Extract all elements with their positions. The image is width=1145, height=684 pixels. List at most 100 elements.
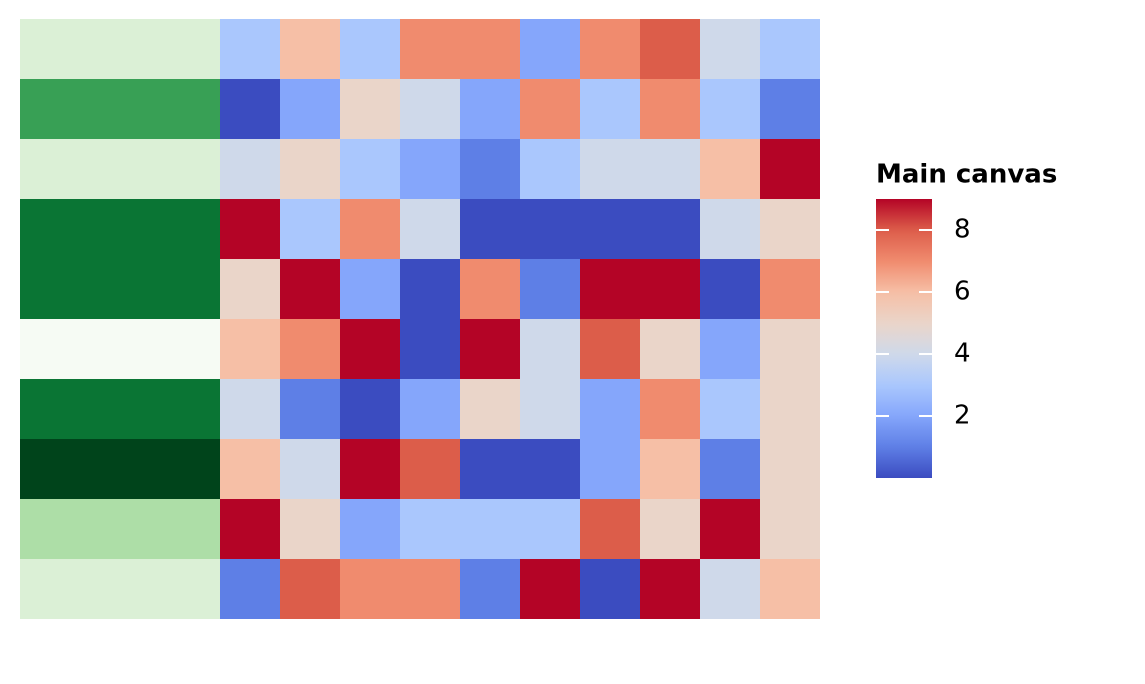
annotation-cell <box>20 79 220 139</box>
heatmap-cell <box>460 319 520 379</box>
heatmap-cell <box>640 559 700 619</box>
annotation-cell <box>20 259 220 319</box>
heatmap-cell <box>520 559 580 619</box>
colorbar-tick-label: 8 <box>954 215 971 245</box>
heatmap-cell <box>760 19 820 79</box>
heatmap-cell <box>340 319 400 379</box>
heatmap-cell <box>520 319 580 379</box>
heatmap-cell <box>400 259 460 319</box>
colorbar-tick-label: 6 <box>954 277 971 307</box>
heatmap-cell <box>340 79 400 139</box>
heatmap-cell <box>280 139 340 199</box>
heatmap-cell <box>700 559 760 619</box>
heatmap-cell <box>220 379 280 439</box>
heatmap-cell <box>400 319 460 379</box>
heatmap-cell <box>520 439 580 499</box>
heatmap-cell <box>280 379 340 439</box>
heatmap-cell <box>640 259 700 319</box>
heatmap-cell <box>700 79 760 139</box>
heatmap-cell <box>400 139 460 199</box>
heatmap-cell <box>580 499 640 559</box>
colorbar-tick-label: 2 <box>954 401 971 431</box>
heatmap-cell <box>580 319 640 379</box>
heatmap-cell <box>400 199 460 259</box>
heatmap-cell <box>580 259 640 319</box>
heatmap-cell <box>640 19 700 79</box>
heatmap-cell <box>760 259 820 319</box>
heatmap-cell <box>700 139 760 199</box>
heatmap-cell <box>700 379 760 439</box>
heatmap-cell <box>580 199 640 259</box>
heatmap-cell <box>460 439 520 499</box>
heatmap-cell <box>400 499 460 559</box>
heatmap-cell <box>700 319 760 379</box>
heatmap-cell <box>280 439 340 499</box>
heatmap-cell <box>700 439 760 499</box>
heatmap-cell <box>460 19 520 79</box>
colorbar <box>876 199 932 478</box>
heatmap-cell <box>280 19 340 79</box>
heatmap-cell <box>520 19 580 79</box>
heatmap-cell <box>280 259 340 319</box>
heatmap-cell <box>340 19 400 79</box>
heatmap-cell <box>220 199 280 259</box>
heatmap-cell <box>520 79 580 139</box>
heatmap-cell <box>220 139 280 199</box>
heatmap-cell <box>520 379 580 439</box>
heatmap-cell <box>280 199 340 259</box>
heatmap-cell <box>580 79 640 139</box>
heatmap-cell <box>700 199 760 259</box>
heatmap-cell <box>640 499 700 559</box>
annotation-cell <box>20 319 220 379</box>
legend-title: Main canvas <box>876 160 1057 190</box>
heatmap-cell <box>340 139 400 199</box>
heatmap-cell <box>640 139 700 199</box>
heatmap-cell <box>400 19 460 79</box>
heatmap-cell <box>220 19 280 79</box>
heatmap-cell <box>220 499 280 559</box>
heatmap-cell <box>640 199 700 259</box>
heatmap-cell <box>640 379 700 439</box>
heatmap-cell <box>760 559 820 619</box>
heatmap-cell <box>460 379 520 439</box>
heatmap-cell <box>640 439 700 499</box>
heatmap-cell <box>760 199 820 259</box>
annotation-cell <box>20 19 220 79</box>
heatmap-cell <box>400 379 460 439</box>
heatmap-cell <box>760 319 820 379</box>
annotation-cell <box>20 559 220 619</box>
heatmap-cell <box>220 559 280 619</box>
heatmap-cell <box>340 199 400 259</box>
heatmap-cell <box>280 319 340 379</box>
heatmap-cell <box>340 559 400 619</box>
heatmap-cell <box>220 79 280 139</box>
heatmap-cell <box>520 499 580 559</box>
heatmap-cell <box>760 499 820 559</box>
heatmap-cell <box>700 19 760 79</box>
heatmap-cell <box>400 559 460 619</box>
heatmap-cell <box>460 139 520 199</box>
heatmap-cell <box>220 439 280 499</box>
colorbar-tick-label: 4 <box>954 339 971 369</box>
heatmap-cell <box>760 139 820 199</box>
heatmap-cell <box>280 79 340 139</box>
heatmap-cell <box>520 199 580 259</box>
heatmap-cell <box>520 259 580 319</box>
annotation-cell <box>20 199 220 259</box>
heatmap-cell <box>580 19 640 79</box>
heatmap-cell <box>700 259 760 319</box>
heatmap-cell <box>340 259 400 319</box>
heatmap-cell <box>340 439 400 499</box>
heatmap-cell <box>760 439 820 499</box>
heatmap-cell <box>580 379 640 439</box>
heatmap-cell <box>280 499 340 559</box>
heatmap-cell <box>580 439 640 499</box>
heatmap-cell <box>460 259 520 319</box>
heatmap-cell <box>280 559 340 619</box>
annotation-cell <box>20 439 220 499</box>
heatmap-cell <box>460 79 520 139</box>
heatmap-cell <box>760 379 820 439</box>
annotation-cell <box>20 379 220 439</box>
heatmap-cell <box>460 499 520 559</box>
